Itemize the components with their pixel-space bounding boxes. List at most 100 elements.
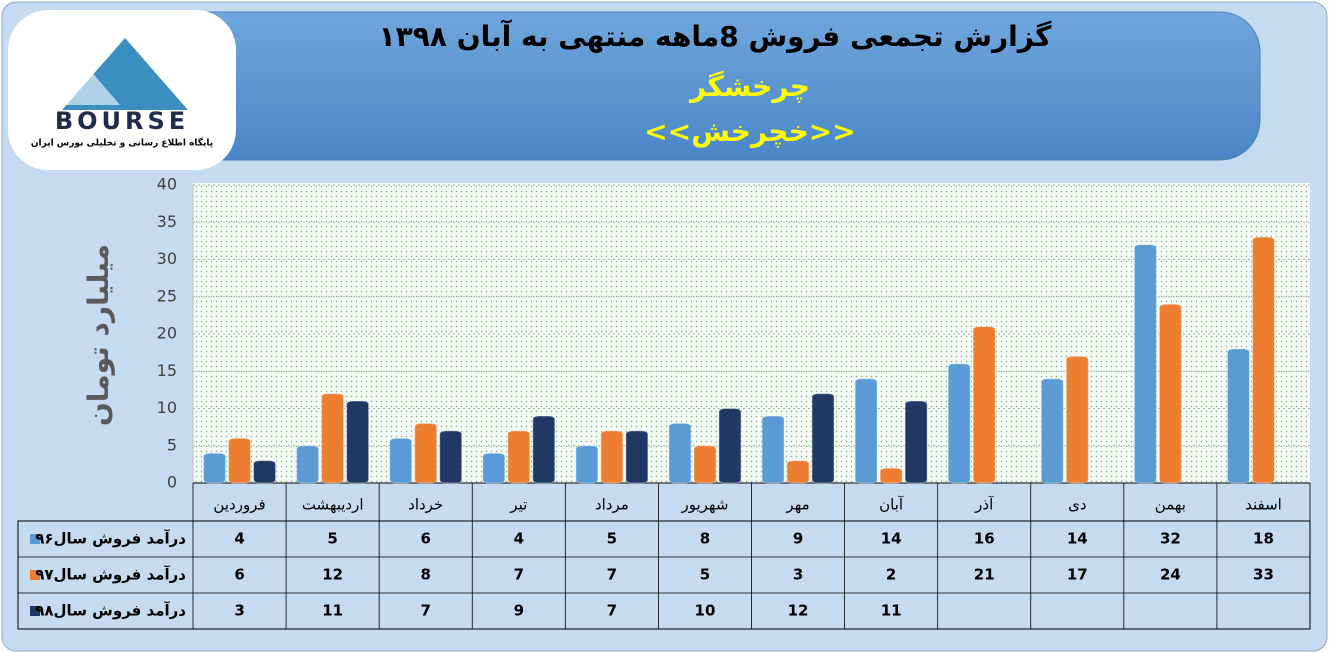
bar xyxy=(668,422,692,484)
y-tick-label: 10 xyxy=(157,398,177,417)
bar xyxy=(625,430,649,484)
y-tick-label: 5 xyxy=(167,435,177,454)
bar xyxy=(507,430,531,484)
logo-tagline: پایگاه اطلاع رسانی و تحلیلی بورس ایران xyxy=(31,137,213,149)
bar xyxy=(786,460,810,484)
table-value: 14 xyxy=(1067,530,1088,548)
table-value: 5 xyxy=(700,566,710,584)
table-value: 16 xyxy=(974,530,995,548)
bar xyxy=(203,452,227,484)
chart-subtitle: چرخشگر xyxy=(688,70,810,103)
y-tick-label: 15 xyxy=(157,361,177,380)
bar xyxy=(482,452,506,484)
y-axis-label: میلیارد تومان xyxy=(82,244,115,426)
table-value: 4 xyxy=(234,530,244,548)
chart-subtitle: <<خچرخش>> xyxy=(644,115,855,148)
bar xyxy=(718,408,742,484)
table-value: 12 xyxy=(788,602,809,620)
legend-label: درآمد فروش سال۹۶ xyxy=(35,530,186,548)
legend-label: درآمد فروش سال۹۸ xyxy=(35,602,186,620)
logo-text: BOURSE xyxy=(55,107,189,135)
bar xyxy=(321,393,345,484)
x-tick-label: شهریور xyxy=(680,496,728,514)
table-value: 21 xyxy=(974,566,995,584)
bar xyxy=(811,393,835,484)
logo-mark xyxy=(60,70,120,105)
x-tick-label: مرداد xyxy=(595,496,629,514)
bar xyxy=(439,430,463,484)
table-value: 7 xyxy=(607,602,617,620)
table-value: 8 xyxy=(420,566,430,584)
table-value: 14 xyxy=(881,530,902,548)
legend-swatch xyxy=(30,534,40,544)
bar xyxy=(296,445,320,484)
bar xyxy=(600,430,624,484)
y-tick-label: 25 xyxy=(157,286,177,305)
bar xyxy=(253,460,277,484)
y-tick-label: 35 xyxy=(157,212,177,231)
bar xyxy=(947,363,971,484)
legend-label: درآمد فروش سال۹۷ xyxy=(35,566,186,584)
bar xyxy=(389,437,413,484)
table-value: 10 xyxy=(695,602,716,620)
x-tick-label: فروردین xyxy=(213,496,265,514)
bar xyxy=(879,467,903,484)
bar xyxy=(1251,236,1275,484)
bar xyxy=(1040,378,1064,484)
x-tick-label: آذر xyxy=(974,496,994,514)
table-value: 24 xyxy=(1160,566,1181,584)
table-value: 6 xyxy=(420,530,430,548)
bar xyxy=(1226,348,1250,484)
table-value: 18 xyxy=(1253,530,1274,548)
bar xyxy=(1158,303,1182,484)
table-value: 11 xyxy=(322,602,343,620)
bar xyxy=(532,415,556,484)
legend-swatch xyxy=(30,570,40,580)
y-tick-label: 30 xyxy=(157,249,177,268)
table-value: 3 xyxy=(234,602,244,620)
x-tick-label: بهمن xyxy=(1155,496,1186,514)
bar xyxy=(693,445,717,484)
bar xyxy=(1133,244,1157,484)
table-value: 4 xyxy=(514,530,524,548)
table-value: 7 xyxy=(514,566,524,584)
table-value: 7 xyxy=(420,602,430,620)
bar xyxy=(414,422,438,484)
bar xyxy=(854,378,878,484)
x-tick-label: خرداد xyxy=(408,496,443,514)
table-value: 7 xyxy=(607,566,617,584)
y-tick-label: 0 xyxy=(167,473,177,492)
table-value: 11 xyxy=(881,602,902,620)
table-value: 5 xyxy=(327,530,337,548)
legend-swatch xyxy=(30,606,40,616)
table-value: 33 xyxy=(1253,566,1274,584)
x-tick-label: اردیبهشت xyxy=(302,496,364,514)
bar xyxy=(972,326,996,484)
bar xyxy=(228,437,252,484)
plot-area xyxy=(193,183,1310,483)
y-tick-label: 20 xyxy=(157,324,177,343)
table-value: 12 xyxy=(322,566,343,584)
chart-title: گزارش تجمعی فروش 8ماهه منتهی به آبان ۱۳۹… xyxy=(379,19,1053,53)
x-tick-label: مهر xyxy=(785,496,809,514)
bar xyxy=(1065,355,1089,484)
x-tick-label: اسفند xyxy=(1245,496,1282,514)
table-value: 2 xyxy=(886,566,896,584)
table-value: 17 xyxy=(1067,566,1088,584)
table-value: 32 xyxy=(1160,530,1181,548)
y-tick-label: 40 xyxy=(157,175,177,194)
logo: BOURSE پایگاه اطلاع رسانی و تحلیلی بورس … xyxy=(8,10,236,170)
x-tick-label: آبان xyxy=(879,496,904,514)
table-value: 5 xyxy=(607,530,617,548)
table-value: 8 xyxy=(700,530,710,548)
bar xyxy=(761,415,785,484)
x-tick-label: تیر xyxy=(509,496,527,514)
bar xyxy=(575,445,599,484)
bar xyxy=(904,400,928,484)
table-value: 6 xyxy=(234,566,244,584)
table-value: 9 xyxy=(514,602,524,620)
x-tick-label: دی xyxy=(1068,496,1086,514)
